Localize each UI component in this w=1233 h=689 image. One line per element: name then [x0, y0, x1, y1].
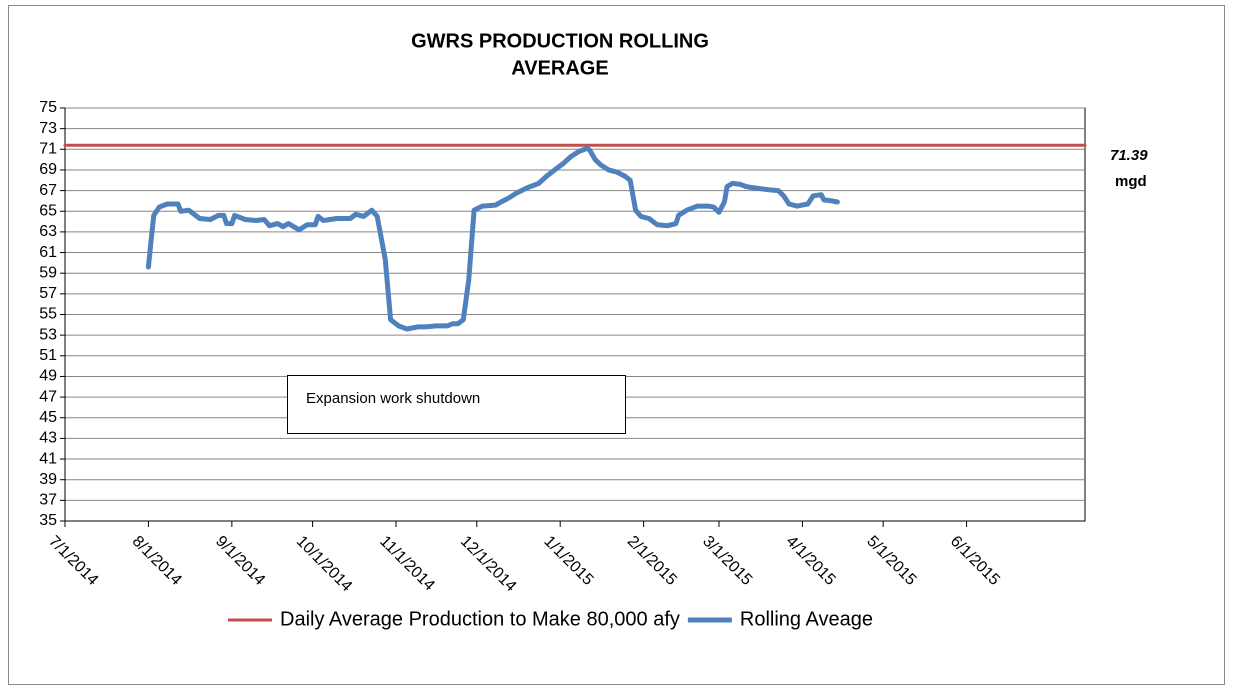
legend-item: Daily Average Production to Make 80,000 …: [228, 608, 680, 630]
chart-title: GWRS PRODUCTION ROLLING: [411, 30, 709, 52]
y-tick-label: 55: [39, 306, 57, 323]
y-tick-label: 71: [39, 141, 57, 158]
legend-label: Daily Average Production to Make 80,000 …: [280, 608, 680, 630]
line-series: [145, 145, 840, 332]
y-tick-label: 41: [39, 450, 57, 467]
y-tick-label: 57: [39, 285, 57, 302]
y-tick-label: 69: [39, 161, 57, 178]
y-tick-label: 37: [39, 492, 57, 509]
y-tick-label: 53: [39, 326, 57, 343]
annotation: mgd: [1115, 173, 1147, 190]
y-tick-label: 39: [39, 471, 57, 488]
y-tick-label: 63: [39, 223, 57, 240]
y-tick-label: 67: [39, 182, 57, 199]
y-tick-label: 45: [39, 409, 57, 426]
y-tick-label: 73: [39, 120, 57, 137]
y-tick-label: 61: [39, 244, 57, 261]
chart-title: AVERAGE: [511, 57, 608, 79]
y-tick-label: 49: [39, 368, 57, 385]
annotation-box: [287, 375, 626, 434]
legend: Daily Average Production to Make 80,000 …: [228, 608, 873, 630]
y-tick-label: 59: [39, 264, 57, 281]
y-tick-label: 47: [39, 388, 57, 405]
legend-item: Rolling Aveage: [687, 608, 873, 630]
annotation: Expansion work shutdown: [306, 390, 480, 407]
plot-area: 35 37 39 41 43 45 47 49 51 53 55 57 59 61 63 65 67 69 71 73…: [39, 99, 1087, 595]
y-tick-label: 51: [39, 347, 57, 364]
y-tick-label: 35: [39, 512, 57, 529]
y-tick-label: 65: [39, 202, 57, 219]
legend-label: Rolling Aveage: [740, 608, 873, 630]
annotation: 71.39: [1110, 147, 1148, 164]
y-tick-label: 43: [39, 430, 57, 447]
y-tick-label: 75: [39, 99, 57, 116]
